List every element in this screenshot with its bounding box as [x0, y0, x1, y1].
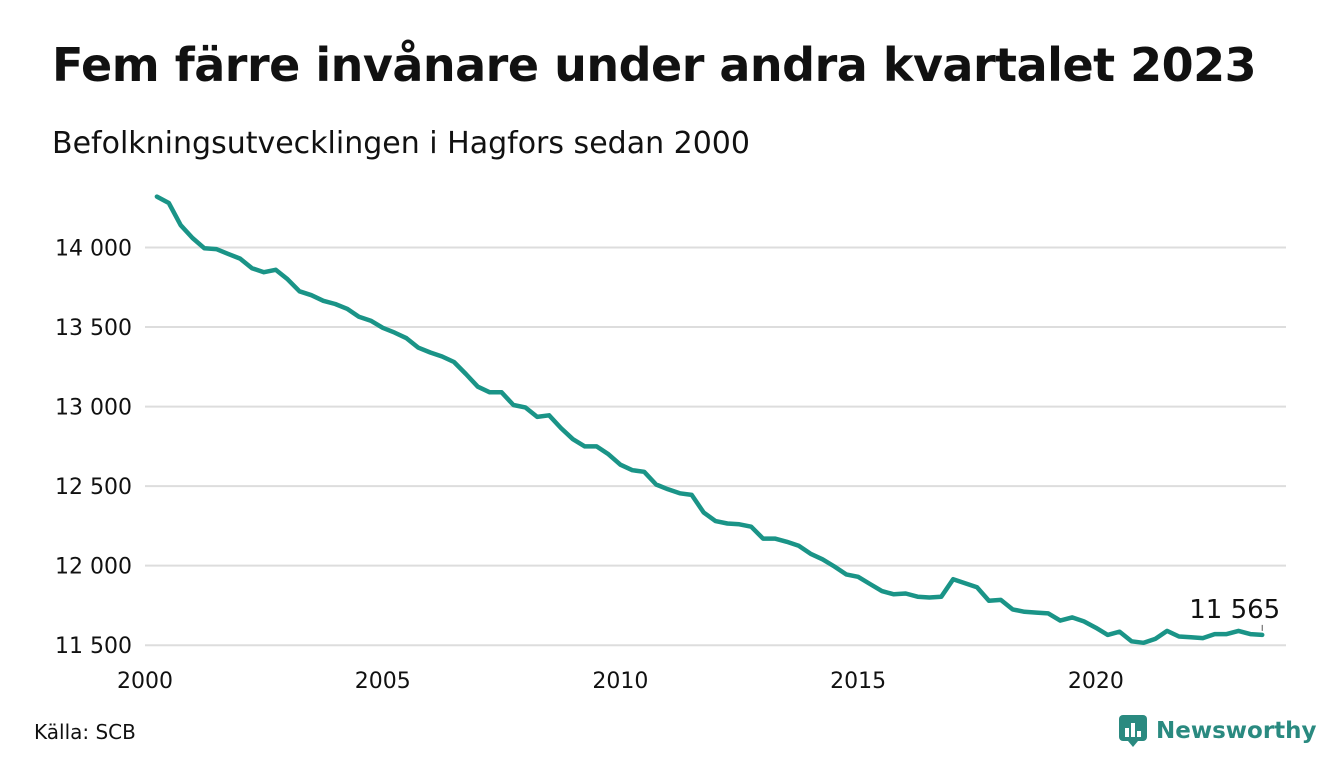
- newsworthy-logo-icon: [1119, 715, 1147, 747]
- y-tick-label: 11 500: [55, 634, 132, 659]
- x-tick-label: 2020: [1068, 669, 1124, 694]
- y-tick-label: 13 500: [55, 316, 132, 341]
- x-tick-label: 2000: [117, 669, 173, 694]
- y-tick-label: 13 000: [55, 396, 132, 421]
- x-tick-label: 2010: [592, 669, 648, 694]
- chart-title: Fem färre invånare under andra kvartalet…: [52, 38, 1257, 92]
- y-tick-label: 12 500: [55, 475, 132, 500]
- gridlines: [145, 246, 1286, 647]
- series-group: [154, 194, 1265, 646]
- series-line-0: [154, 194, 1265, 646]
- brand-logo: Newsworthy: [1118, 714, 1317, 748]
- end-value-label: 11 565: [1189, 595, 1280, 625]
- source-note: Källa: SCB: [34, 720, 136, 744]
- y-axis-ticks: 11 500 12 000 12 500 13 000 13 500 14 000: [55, 237, 132, 660]
- x-tick-label: 2015: [830, 669, 886, 694]
- x-tick-label: 2005: [355, 669, 411, 694]
- y-tick-label: 14 000: [55, 237, 132, 262]
- brand-name: Newsworthy: [1156, 718, 1317, 744]
- chart-subtitle: Befolkningsutvecklingen i Hagfors sedan …: [52, 126, 750, 161]
- x-axis-ticks: 2000 2005 2010 2015 2020: [117, 669, 1124, 694]
- y-tick-label: 12 000: [55, 555, 132, 580]
- end-annotation: 11 565: [1189, 595, 1280, 631]
